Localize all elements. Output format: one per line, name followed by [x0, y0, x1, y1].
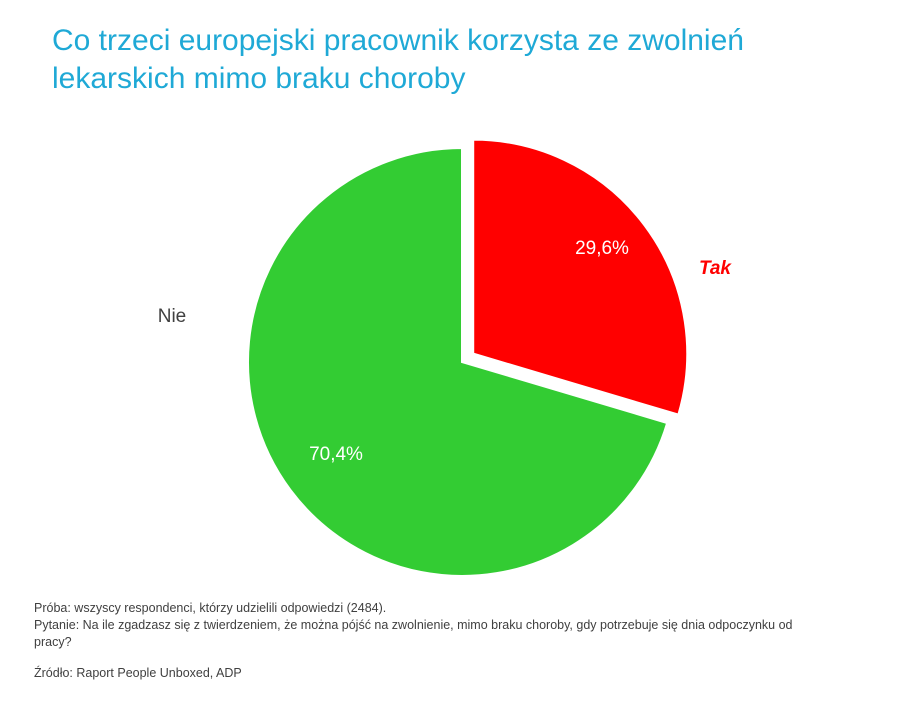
pie-category-label-nie: Nie [158, 306, 187, 327]
chart-title-line-2: lekarskich mimo braku choroby [52, 62, 466, 95]
pie-value-label-nie: 70,4% [309, 444, 363, 465]
question-note: Pytanie: Na ile zgadzasz się z twierdzen… [34, 618, 793, 649]
chart-title-line-1: Co trzeci europejski pracownik korzysta … [52, 24, 744, 57]
chart-title: Co trzeci europejski pracownik korzysta … [52, 22, 872, 98]
sample-note: Próba: wszyscy respondenci, którzy udzie… [34, 601, 387, 615]
pie-slice-nie [247, 146, 669, 577]
pie-value-label-tak: 29,6% [575, 238, 629, 259]
pie-category-label-tak: Tak [699, 258, 732, 279]
source-note: Źródło: Raport People Unboxed, ADP [34, 666, 242, 680]
chart-notes: Próba: wszyscy respondenci, którzy udzie… [34, 600, 814, 682]
pie-slice-tak [472, 138, 689, 416]
